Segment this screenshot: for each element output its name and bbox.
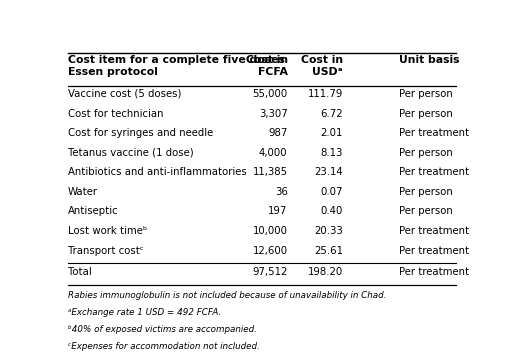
Text: 55,000: 55,000 [252, 89, 288, 99]
Text: 3,307: 3,307 [259, 108, 288, 118]
Text: ᵃExchange rate 1 USD = 492 FCFA.: ᵃExchange rate 1 USD = 492 FCFA. [68, 308, 221, 317]
Text: Transport costᶜ: Transport costᶜ [68, 246, 144, 256]
Text: Antibiotics and anti-inflammatories: Antibiotics and anti-inflammatories [68, 167, 247, 177]
Text: 4,000: 4,000 [259, 148, 288, 158]
Text: 10,000: 10,000 [252, 226, 288, 236]
Text: Cost item for a complete five doses
Essen protocol: Cost item for a complete five doses Esse… [68, 55, 285, 77]
Text: 6.72: 6.72 [320, 108, 343, 118]
Text: 20.33: 20.33 [314, 226, 343, 236]
Text: 2.01: 2.01 [321, 128, 343, 138]
Text: ᵇ40% of exposed victims are accompanied.: ᵇ40% of exposed victims are accompanied. [68, 325, 257, 334]
Text: Per person: Per person [399, 89, 452, 99]
Text: 0.07: 0.07 [320, 187, 343, 197]
Text: Antiseptic: Antiseptic [68, 207, 119, 217]
Text: 12,600: 12,600 [252, 246, 288, 256]
Text: Per treatment: Per treatment [399, 266, 469, 276]
Text: Rabies immunoglobulin is not included because of unavailability in Chad.: Rabies immunoglobulin is not included be… [68, 291, 386, 300]
Text: Cost for technician: Cost for technician [68, 108, 164, 118]
Text: 8.13: 8.13 [321, 148, 343, 158]
Text: 11,385: 11,385 [252, 167, 288, 177]
Text: ᶜExpenses for accommodation not included.: ᶜExpenses for accommodation not included… [68, 342, 260, 351]
Text: Per person: Per person [399, 187, 452, 197]
Text: Total: Total [68, 266, 91, 276]
Text: Per treatment: Per treatment [399, 226, 469, 236]
Text: 197: 197 [268, 207, 288, 217]
Text: 97,512: 97,512 [252, 266, 288, 276]
Text: 25.61: 25.61 [314, 246, 343, 256]
Text: Per person: Per person [399, 108, 452, 118]
Text: Lost work timeᵇ: Lost work timeᵇ [68, 226, 147, 236]
Text: Cost in
USDᵃ: Cost in USDᵃ [301, 55, 343, 77]
Text: Vaccine cost (5 doses): Vaccine cost (5 doses) [68, 89, 181, 99]
Text: Cost for syringes and needle: Cost for syringes and needle [68, 128, 213, 138]
Text: Per treatment: Per treatment [399, 246, 469, 256]
Text: Unit basis: Unit basis [399, 55, 459, 66]
Text: Per person: Per person [399, 207, 452, 217]
Text: 23.14: 23.14 [314, 167, 343, 177]
Text: 36: 36 [275, 187, 288, 197]
Text: Cost in
FCFA: Cost in FCFA [245, 55, 288, 77]
Text: 111.79: 111.79 [308, 89, 343, 99]
Text: Per treatment: Per treatment [399, 128, 469, 138]
Text: Water: Water [68, 187, 98, 197]
Text: Per person: Per person [399, 148, 452, 158]
Text: 987: 987 [268, 128, 288, 138]
Text: 198.20: 198.20 [308, 266, 343, 276]
Text: 0.40: 0.40 [321, 207, 343, 217]
Text: Per treatment: Per treatment [399, 167, 469, 177]
Text: Tetanus vaccine (1 dose): Tetanus vaccine (1 dose) [68, 148, 194, 158]
